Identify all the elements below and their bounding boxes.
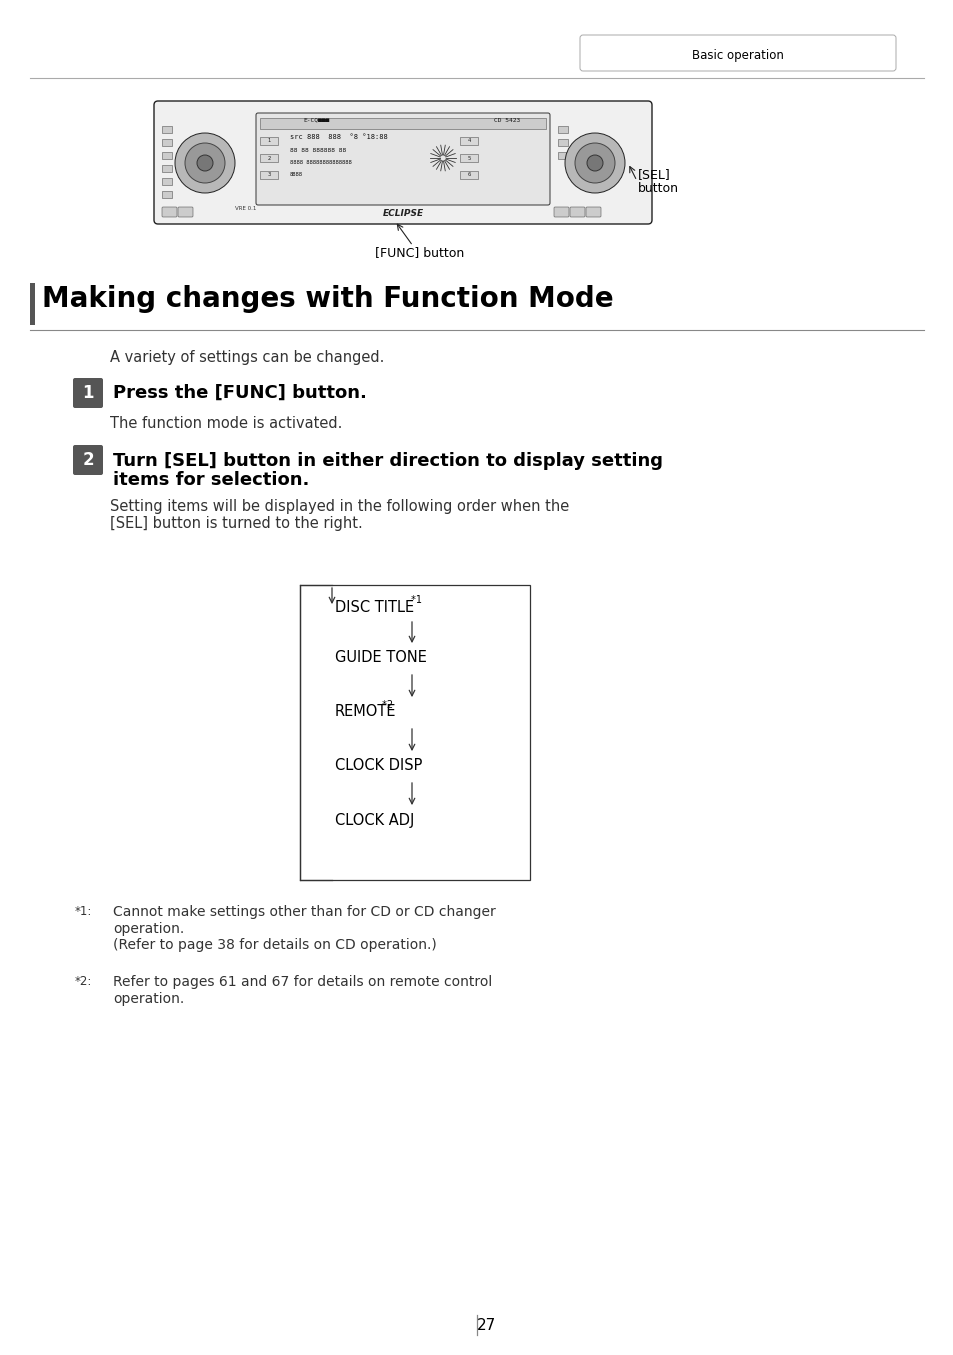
Bar [558, 126, 567, 133]
Bar [260, 118, 545, 129]
Bar [162, 140, 172, 146]
Bar [260, 154, 277, 163]
FancyBboxPatch shape [178, 207, 193, 217]
Text: Making changes with Function Mode: Making changes with Function Mode [42, 285, 613, 313]
Text: Cannot make settings other than for CD or CD changer: Cannot make settings other than for CD o… [112, 905, 496, 919]
Text: CLOCK DISP: CLOCK DISP [335, 759, 422, 774]
Bar [162, 191, 172, 198]
Text: A variety of settings can be changed.: A variety of settings can be changed. [110, 350, 384, 364]
FancyBboxPatch shape [153, 102, 651, 224]
FancyBboxPatch shape [73, 378, 103, 408]
Circle shape [564, 133, 624, 192]
Text: VRE 0.1: VRE 0.1 [234, 206, 256, 211]
Text: 4: 4 [467, 138, 470, 144]
Text: 27: 27 [476, 1317, 497, 1332]
Text: src 888  888  °8 °18:88: src 888 888 °8 °18:88 [290, 134, 387, 140]
Text: Basic operation: Basic operation [691, 50, 783, 62]
Text: REMOTE: REMOTE [335, 705, 396, 720]
Text: Turn [SEL] button in either direction to display setting: Turn [SEL] button in either direction to… [112, 453, 662, 470]
Circle shape [575, 144, 615, 183]
Circle shape [586, 154, 602, 171]
Text: The function mode is activated.: The function mode is activated. [110, 416, 342, 431]
Bar [459, 154, 477, 163]
Bar [260, 137, 277, 145]
Bar [558, 140, 567, 146]
Text: 1: 1 [82, 383, 93, 402]
Text: 6: 6 [467, 172, 470, 178]
Text: Setting items will be displayed in the following order when the: Setting items will be displayed in the f… [110, 499, 569, 514]
Text: 5: 5 [467, 156, 470, 160]
Text: operation.: operation. [112, 921, 184, 936]
Text: (Refer to page 38 for details on CD operation.): (Refer to page 38 for details on CD oper… [112, 938, 436, 953]
Bar [260, 171, 277, 179]
Text: 8888: 8888 [290, 172, 303, 176]
Text: 2: 2 [267, 156, 271, 160]
Text: items for selection.: items for selection. [112, 472, 309, 489]
Bar [459, 171, 477, 179]
FancyBboxPatch shape [162, 207, 177, 217]
Circle shape [196, 154, 213, 171]
Circle shape [185, 144, 225, 183]
Text: Press the [FUNC] button.: Press the [FUNC] button. [112, 383, 367, 402]
Text: [SEL] button is turned to the right.: [SEL] button is turned to the right. [110, 516, 362, 531]
Circle shape [174, 133, 234, 192]
Text: *2:: *2: [75, 976, 92, 988]
Text: CLOCK ADJ: CLOCK ADJ [335, 813, 414, 828]
Text: *2: *2 [378, 701, 393, 710]
Text: [SEL]: [SEL] [638, 168, 670, 182]
Text: button: button [638, 182, 679, 195]
Bar [162, 126, 172, 133]
Text: 88 88 888888 88: 88 88 888888 88 [290, 148, 346, 153]
Text: 8888 88888888888888: 8888 88888888888888 [290, 160, 352, 164]
FancyBboxPatch shape [569, 207, 584, 217]
Text: *1:: *1: [75, 905, 92, 917]
FancyBboxPatch shape [554, 207, 568, 217]
Text: GUIDE TONE: GUIDE TONE [335, 650, 426, 665]
Text: 1: 1 [267, 138, 271, 144]
Text: *1: *1 [408, 595, 421, 604]
Text: 3: 3 [267, 172, 271, 178]
Bar [299, 585, 530, 879]
Bar [30, 283, 35, 325]
Text: CD 5423: CD 5423 [494, 118, 519, 122]
FancyBboxPatch shape [255, 112, 550, 205]
FancyBboxPatch shape [585, 207, 600, 217]
Text: 2: 2 [82, 451, 93, 469]
Text: operation.: operation. [112, 992, 184, 1005]
Bar [162, 165, 172, 172]
Text: [FUNC] button: [FUNC] button [375, 247, 464, 259]
Bar [162, 178, 172, 186]
Text: ECLIPSE: ECLIPSE [382, 209, 423, 218]
Bar [162, 152, 172, 159]
Text: DISC TITLE: DISC TITLE [335, 599, 414, 615]
FancyBboxPatch shape [73, 444, 103, 476]
Bar [558, 152, 567, 159]
Text: E-CQ■■■: E-CQ■■■ [303, 118, 329, 122]
Bar [459, 137, 477, 145]
Text: Refer to pages 61 and 67 for details on remote control: Refer to pages 61 and 67 for details on … [112, 976, 492, 989]
FancyBboxPatch shape [579, 35, 895, 70]
